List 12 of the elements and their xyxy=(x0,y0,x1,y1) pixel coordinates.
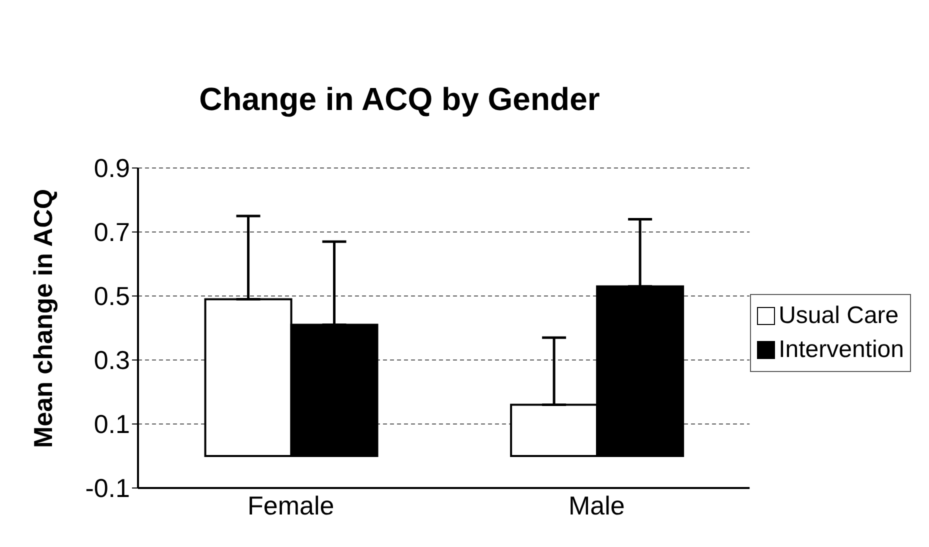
y-tick-label: 0.9 xyxy=(94,153,130,184)
x-tick-label: Female xyxy=(248,490,334,520)
x-tick-label: Male xyxy=(568,490,625,520)
y-tick-label: 0.1 xyxy=(94,409,130,440)
y-tick-label: -0.1 xyxy=(85,473,130,504)
legend-label: Usual Care xyxy=(778,301,899,331)
y-tick-label: 0.3 xyxy=(94,345,130,376)
y-axis-title: Mean change in ACQ xyxy=(28,188,58,448)
y-tick-label: 0.5 xyxy=(94,281,130,312)
chart-title: Change in ACQ by Gender xyxy=(199,81,600,118)
legend-label: Intervention xyxy=(778,335,904,365)
y-tick-label: 0.7 xyxy=(94,217,130,248)
